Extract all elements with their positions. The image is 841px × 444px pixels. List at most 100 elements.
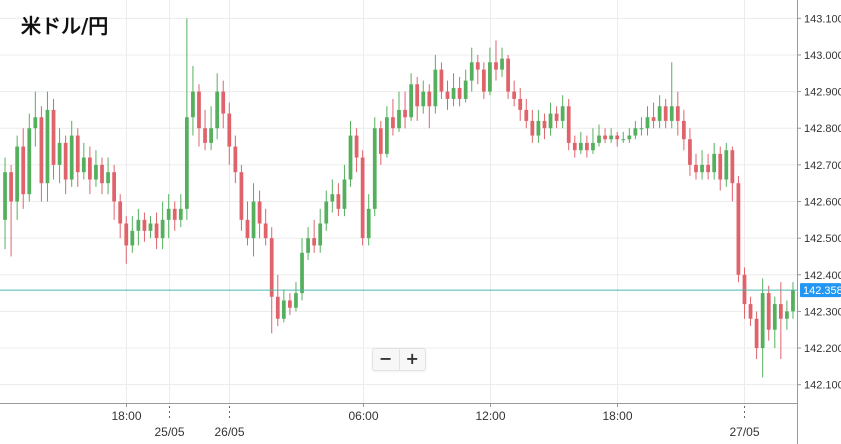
candle-body xyxy=(294,293,298,308)
candle xyxy=(730,146,735,202)
candle-body xyxy=(536,120,541,136)
candle-body xyxy=(94,164,98,180)
candle-body xyxy=(245,219,250,239)
candle-body xyxy=(118,201,123,224)
candle xyxy=(481,62,486,99)
candle-body xyxy=(288,300,292,308)
zoom-in-button[interactable]: + xyxy=(405,349,419,368)
candle xyxy=(542,113,547,140)
y-axis: 142.100 142.200 142.300 142.400 142.500 142.6… xyxy=(797,0,841,444)
candle xyxy=(397,91,401,132)
candle xyxy=(518,87,523,121)
candle-body xyxy=(251,201,256,239)
candle xyxy=(651,102,656,129)
candle-body xyxy=(69,135,74,180)
candle-body xyxy=(233,146,238,173)
candle-body xyxy=(591,142,595,151)
current-price-tag xyxy=(800,283,841,298)
candle xyxy=(148,216,153,239)
candle-body xyxy=(421,91,426,107)
candle xyxy=(657,95,662,129)
y-tick-label: 143.000 xyxy=(804,50,841,62)
candle-body xyxy=(184,117,189,209)
y-tick-label: 142.100 xyxy=(804,380,841,392)
candle xyxy=(645,106,650,136)
candle-body xyxy=(227,113,232,147)
candle-body xyxy=(766,293,771,330)
candle-body xyxy=(785,311,789,319)
candle xyxy=(124,216,129,264)
candle-body xyxy=(469,62,474,81)
candle xyxy=(457,76,462,107)
candle xyxy=(81,142,86,180)
candle-body xyxy=(221,91,226,114)
x-tick-label: 18:00 xyxy=(602,409,632,423)
candle-body xyxy=(130,230,135,246)
candle-body xyxy=(142,219,147,231)
candle-body xyxy=(397,109,401,129)
candle xyxy=(63,135,68,195)
candle xyxy=(360,150,365,246)
candle xyxy=(9,164,13,257)
x-tick-label: 25/05 xyxy=(154,425,184,439)
candle xyxy=(669,62,674,129)
candle-body xyxy=(760,293,765,349)
candle xyxy=(585,135,589,158)
candle-body xyxy=(488,62,492,92)
candle xyxy=(681,109,686,151)
candle-body xyxy=(506,58,510,92)
candle-body xyxy=(81,157,86,173)
candle xyxy=(27,113,32,202)
candle xyxy=(57,128,62,184)
candle xyxy=(330,179,335,213)
candle-body xyxy=(633,128,638,136)
candle-body xyxy=(778,304,783,319)
candle xyxy=(566,98,571,151)
candle-body xyxy=(360,157,365,239)
candle-body xyxy=(772,304,777,330)
candle xyxy=(463,69,468,103)
candle-body xyxy=(348,135,353,180)
candle xyxy=(318,208,323,253)
candle xyxy=(306,227,310,261)
candle xyxy=(269,227,274,334)
candle xyxy=(294,282,298,312)
candle xyxy=(342,164,347,217)
candle xyxy=(372,117,377,217)
candle-body xyxy=(136,219,141,231)
candle-body xyxy=(657,106,662,121)
candle xyxy=(760,278,765,378)
candle-body xyxy=(524,109,529,121)
candle-body xyxy=(172,208,177,220)
candle xyxy=(75,128,80,187)
candle xyxy=(754,311,759,360)
candle xyxy=(384,106,389,158)
candle xyxy=(560,95,565,129)
zoom-out-button[interactable]: − xyxy=(373,349,400,370)
candle xyxy=(88,146,92,195)
candle-body xyxy=(754,318,759,349)
candle xyxy=(172,201,177,231)
x-axis: 18:00 25/05 26/05 06:00 12:00 18:00 27/05 xyxy=(0,403,797,439)
y-tick-label: 142.200 xyxy=(804,343,841,355)
candle-body xyxy=(663,106,668,121)
candle-body xyxy=(730,150,735,184)
candle-body xyxy=(203,128,207,143)
candle xyxy=(239,164,244,231)
candle xyxy=(15,135,20,220)
candle xyxy=(439,62,444,99)
candle xyxy=(548,102,553,136)
candle xyxy=(421,80,426,114)
candle xyxy=(748,296,753,327)
candle-body xyxy=(239,172,244,220)
x-tick-label: 18:00 xyxy=(111,409,141,423)
candle-body xyxy=(75,135,80,173)
candle xyxy=(324,190,329,231)
candle-body xyxy=(706,164,710,173)
candle-body xyxy=(209,128,213,143)
candle-body xyxy=(548,113,553,129)
candle-body xyxy=(88,157,92,180)
candle-body xyxy=(39,117,44,184)
y-tick-label: 142.900 xyxy=(804,87,841,99)
candle-body xyxy=(106,172,110,184)
